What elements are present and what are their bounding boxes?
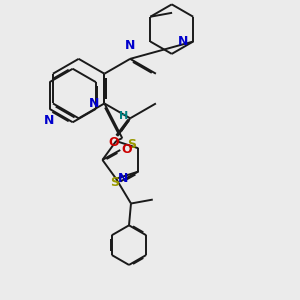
- Text: S: S: [127, 138, 136, 151]
- Text: H: H: [118, 111, 128, 121]
- Text: N: N: [118, 172, 128, 185]
- Text: N: N: [44, 114, 55, 127]
- Text: S: S: [110, 176, 119, 189]
- Text: O: O: [121, 142, 131, 155]
- Text: N: N: [125, 39, 135, 52]
- Text: O: O: [108, 136, 119, 148]
- Text: N: N: [178, 35, 188, 48]
- Text: N: N: [89, 97, 100, 110]
